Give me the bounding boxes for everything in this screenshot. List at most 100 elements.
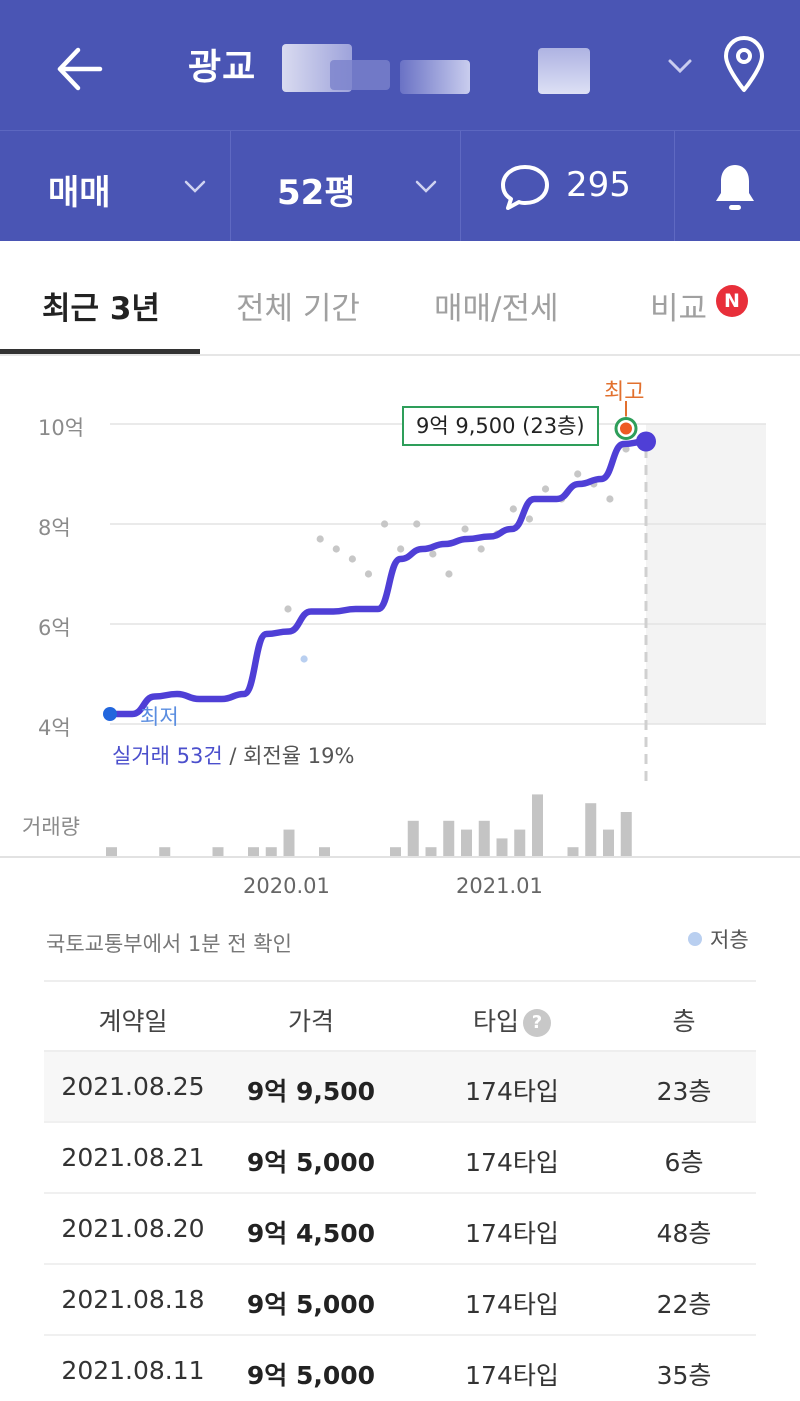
max-price-tooltip: 9억 9,500 (23층): [402, 406, 599, 446]
deal-point: [606, 495, 614, 503]
blurred-title-part: [538, 48, 590, 94]
period-tabs: 최근 3년 전체 기간 매매/전세 비교 N: [0, 241, 800, 356]
deal-point: [429, 550, 437, 558]
deal-point: [300, 655, 308, 663]
tab-compare[interactable]: 비교: [650, 291, 708, 327]
cell-floor: 6층: [664, 1148, 704, 1177]
volume-bar: [212, 847, 224, 856]
cell-type: 174타입: [465, 1290, 559, 1319]
table-row[interactable]: 2021.08.18 9억 5,000 174타입 22층: [44, 1265, 756, 1336]
new-badge: N: [716, 285, 748, 317]
volume-bar: [478, 820, 490, 856]
arrow-left-icon[interactable]: [48, 38, 110, 100]
cell-floor: 22층: [656, 1290, 712, 1319]
tab-trade-jeonse[interactable]: 매매/전세: [434, 291, 559, 327]
deal-point: [397, 545, 405, 553]
volume-bar: [159, 847, 171, 856]
cell-price: 9억 5,000: [246, 1361, 376, 1390]
table-header: 계약일 가격 타입? 층: [44, 980, 756, 1052]
source-note: 국토교통부에서 1분 전 확인: [46, 932, 292, 956]
deal-point: [348, 555, 356, 563]
column-header-price: 가격: [287, 1007, 334, 1036]
deal-point: [284, 605, 292, 613]
volume-bar: [265, 847, 277, 856]
y-tick-label: 10억: [38, 416, 85, 440]
deal-count[interactable]: 실거래 53건: [112, 744, 223, 768]
cell-floor: 48층: [656, 1219, 712, 1248]
min-point: [103, 707, 117, 721]
divider: [460, 131, 461, 242]
volume-bar: [425, 847, 437, 856]
trade-type-select[interactable]: 매매: [0, 131, 230, 242]
price-trend-line: [106, 438, 650, 718]
deal-point: [380, 520, 389, 528]
blurred-title-part: [400, 60, 470, 94]
price-chart[interactable]: 10억 8억 6억 4억 최고 9억 9,500 (23층) 최저 실거래 53…: [0, 356, 800, 856]
deal-point: [413, 520, 421, 528]
volume-bar: [532, 794, 543, 856]
volume-bar: [248, 847, 259, 856]
app-header: 광교: [0, 0, 800, 130]
max-price-label: 최고: [604, 380, 645, 405]
alarm-button[interactable]: [675, 131, 800, 242]
bell-icon: [716, 165, 754, 210]
cell-date: 2021.08.21: [61, 1143, 205, 1172]
volume-bar: [461, 829, 472, 856]
filter-bar: 매매 52평 295: [0, 130, 800, 242]
page-title[interactable]: 광교: [188, 47, 257, 88]
deal-point: [477, 545, 485, 553]
current-point: [636, 431, 656, 452]
cell-floor: 35층: [656, 1361, 712, 1390]
column-header-type: 타입?: [400, 1002, 624, 1038]
x-axis-line: [0, 856, 800, 858]
deal-point: [541, 485, 550, 493]
speech-bubble-icon: [501, 165, 549, 210]
cell-type: 174타입: [465, 1219, 559, 1248]
min-price-label: 최저: [140, 705, 179, 729]
deal-point: [574, 470, 582, 478]
low-floor-dot-icon: [688, 932, 702, 946]
volume-bar: [620, 812, 632, 856]
volume-bar: [603, 829, 614, 856]
cell-type: 174타입: [465, 1148, 559, 1177]
y-tick-label: 6억: [38, 616, 71, 640]
volume-bar: [496, 838, 508, 856]
volume-bar: [585, 803, 597, 856]
future-zone: [646, 424, 766, 724]
chevron-down-icon: [415, 180, 437, 193]
question-circle-icon[interactable]: ?: [523, 1009, 551, 1037]
column-header-date: 계약일: [98, 1007, 168, 1036]
divider: [230, 131, 231, 242]
area-select[interactable]: 52평: [231, 131, 460, 242]
chevron-down-icon[interactable]: [664, 50, 696, 82]
comments-button[interactable]: 295: [461, 131, 674, 242]
table-row[interactable]: 2021.08.11 9억 5,000 174타입 35층: [44, 1336, 756, 1401]
volume-bar: [514, 829, 526, 856]
volume-bar: [443, 820, 455, 856]
cell-date: 2021.08.11: [61, 1356, 205, 1385]
volume-bar: [106, 847, 117, 856]
volume-bar: [567, 847, 579, 856]
table-row[interactable]: 2021.08.25 9억 9,500 174타입 23층: [44, 1052, 756, 1123]
tab-all-period[interactable]: 전체 기간: [236, 291, 360, 327]
turnover-rate: / 회전율 19%: [222, 744, 355, 768]
map-pin-icon[interactable]: [720, 36, 768, 94]
volume-bar: [407, 820, 419, 856]
cell-type: 174타입: [465, 1077, 559, 1106]
active-tab-underline: [0, 349, 200, 354]
tab-recent-3y[interactable]: 최근 3년: [42, 291, 160, 327]
cell-date: 2021.08.25: [61, 1072, 205, 1101]
column-header-floor: 층: [672, 1007, 696, 1036]
cell-price: 9억 4,500: [246, 1219, 376, 1248]
deal-summary: 실거래 53건 / 회전율 19%: [112, 740, 354, 770]
table-row[interactable]: 2021.08.20 9억 4,500 174타입 48층: [44, 1194, 756, 1265]
divider: [674, 131, 675, 242]
blurred-title-part: [330, 60, 390, 90]
deal-point: [332, 545, 340, 553]
price-chart-svg: [103, 401, 766, 856]
cell-date: 2021.08.20: [61, 1214, 205, 1243]
max-point: [620, 422, 632, 435]
volume-label: 거래량: [22, 815, 80, 839]
type-header-label: 타입: [472, 1007, 519, 1036]
table-row[interactable]: 2021.08.21 9억 5,000 174타입 6층: [44, 1123, 756, 1194]
